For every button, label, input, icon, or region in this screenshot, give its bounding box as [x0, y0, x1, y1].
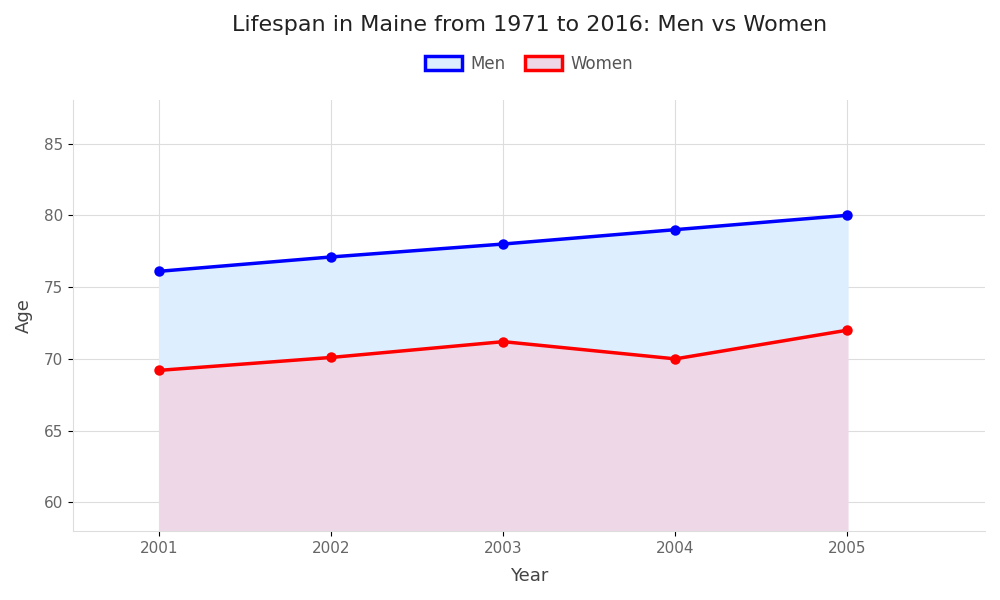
Legend: Men, Women: Men, Women	[419, 49, 640, 80]
Y-axis label: Age: Age	[15, 298, 33, 333]
Title: Lifespan in Maine from 1971 to 2016: Men vs Women: Lifespan in Maine from 1971 to 2016: Men…	[232, 15, 827, 35]
X-axis label: Year: Year	[510, 567, 548, 585]
